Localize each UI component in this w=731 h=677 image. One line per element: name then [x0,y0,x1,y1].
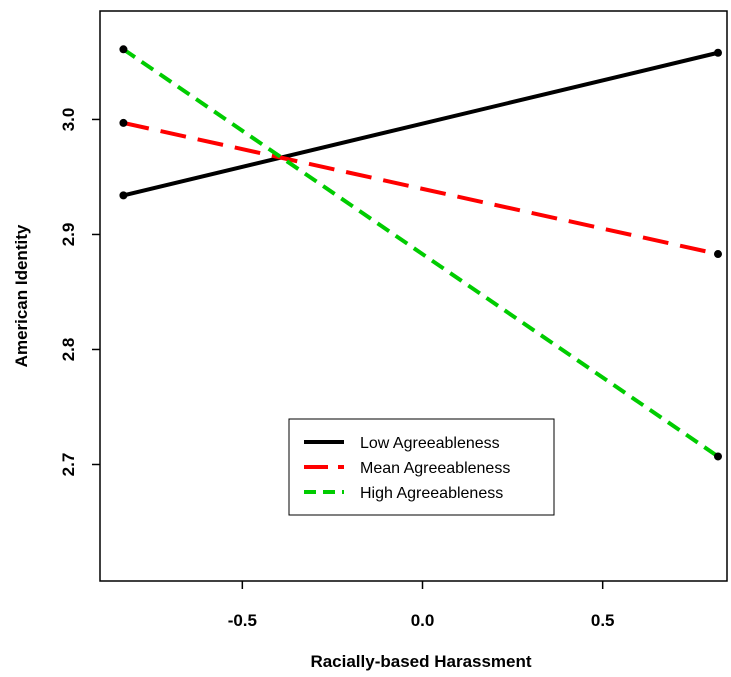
series-line [122,47,720,459]
x-tick-label: -0.5 [228,611,257,630]
data-point [713,48,722,57]
y-axis: 2.7 2.8 2.9 3.0 [59,108,100,477]
data-point [119,191,128,200]
plot-frame [99,10,728,582]
data-point [119,45,128,54]
x-tick-label: 0.5 [591,611,615,630]
series-layer [119,45,722,461]
series-line [122,50,719,198]
y-axis-title: American Identity [12,224,31,367]
x-axis-title: Racially-based Harassment [310,652,531,671]
legend-box [288,418,555,516]
legend-label: High Agreeableness [360,485,503,502]
legend-label: Low Agreeableness [360,435,500,452]
data-point [119,118,128,127]
x-tick-label: 0.0 [411,611,435,630]
data-point [713,250,722,259]
series-line [122,120,719,256]
y-tick-label: 3.0 [59,108,78,132]
y-tick-label: 2.7 [59,453,78,477]
data-point [713,452,722,461]
x-axis: -0.5 0.0 0.5 [228,581,615,630]
legend: Low Agreeableness Mean Agreeableness High … [288,418,555,516]
legend-label: Mean Agreeableness [360,460,510,477]
y-tick-label: 2.9 [59,223,78,247]
y-tick-label: 2.8 [59,338,78,362]
legend-items: Low Agreeableness Mean Agreeableness High … [304,435,510,502]
